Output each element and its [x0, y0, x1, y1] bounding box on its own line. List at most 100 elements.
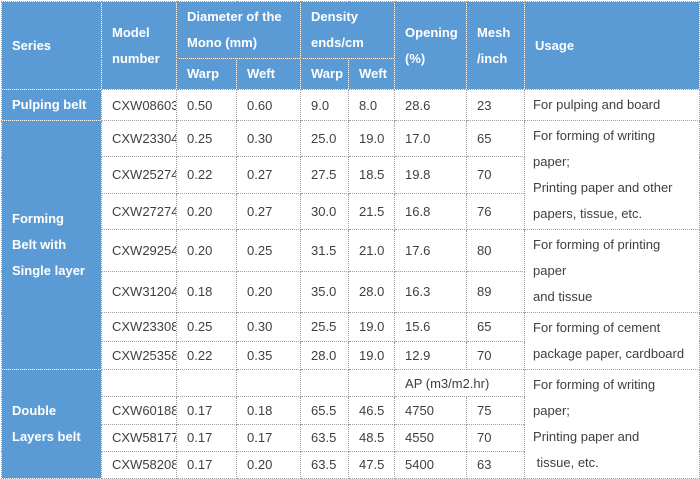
col-header-model-number: Model number — [101, 1, 177, 90]
table-row: CXW29254 0.20 0.25 31.5 21.0 17.6 80 For… — [2, 229, 700, 313]
col-header-density-weft: Weft — [348, 58, 396, 90]
mesh-cell: 75 — [466, 396, 526, 425]
diameter-weft-cell: 0.60 — [235, 89, 302, 121]
density-warp-cell: 27.5 — [300, 156, 350, 194]
diameter-weft-cell: 0.35 — [235, 340, 302, 370]
density-warp-cell: 28.0 — [300, 340, 350, 370]
table-row: CXW25274 0.22 0.27 27.5 18.5 19.8 70 — [2, 156, 700, 194]
empty-density-weft-cell — [348, 368, 396, 398]
mesh-cell: 76 — [466, 192, 526, 231]
table-row: Double Layers belt AP (m3/m2.hr) For for… — [1, 368, 700, 479]
opening-cell: 19.8 — [394, 156, 468, 194]
density-weft-cell: 19.0 — [348, 340, 396, 370]
mesh-cell: 80 — [466, 229, 526, 272]
col-header-opening: Opening (%) — [394, 1, 468, 90]
model-cell: CXW58208 — [101, 450, 177, 479]
density-weft-cell: 19.0 — [348, 312, 396, 342]
diameter-warp-cell: 0.22 — [176, 340, 237, 370]
model-cell: CXW23304 — [101, 119, 177, 158]
density-weft-cell: 48.5 — [348, 423, 396, 452]
diameter-weft-cell: 0.20 — [235, 270, 302, 313]
diameter-warp-cell: 0.17 — [176, 396, 237, 425]
diameter-warp-cell: 0.18 — [176, 270, 237, 313]
diameter-warp-cell: 0.17 — [176, 450, 237, 479]
mesh-cell: 65 — [466, 119, 526, 158]
usage-cell-cement: For forming of cement package paper, car… — [524, 312, 700, 370]
diameter-weft-cell: 0.30 — [235, 312, 302, 342]
usage-cell-double-layers: For forming of writing paper; Printing p… — [524, 369, 700, 479]
diameter-weft-cell: 0.27 — [235, 192, 302, 231]
density-weft-cell: 47.5 — [348, 450, 396, 479]
series-cell-forming-belt: Forming Belt with Single layer — [1, 120, 102, 370]
diameter-warp-cell: 0.22 — [176, 156, 237, 194]
table-row: CXW27274 0.20 0.27 30.0 21.5 16.8 76 — [2, 192, 700, 231]
model-cell: CXW60188 — [101, 396, 177, 425]
density-warp-cell: 25.0 — [300, 119, 350, 158]
density-warp-cell: 30.0 — [300, 192, 350, 231]
opening-cell: 4750 — [394, 396, 468, 425]
density-warp-cell: 63.5 — [300, 423, 350, 452]
density-weft-cell: 8.0 — [348, 89, 396, 121]
series-cell-double-layers-belt: Double Layers belt — [1, 369, 102, 479]
diameter-warp-cell: 0.50 — [176, 89, 237, 121]
table-row: CXW23308 0.25 0.30 25.5 19.0 15.6 65 For… — [2, 312, 700, 370]
density-weft-cell: 46.5 — [348, 396, 396, 425]
table-row: CXW31204 0.18 0.20 35.0 28.0 16.3 89 — [2, 270, 700, 313]
model-cell: CXW23308 — [101, 312, 177, 342]
model-cell: CXW58177 — [101, 423, 177, 452]
density-weft-cell: 19.0 — [348, 119, 396, 158]
mesh-cell: 70 — [466, 423, 526, 452]
col-header-diameter-weft: Weft — [235, 58, 302, 90]
mesh-cell: 70 — [466, 340, 526, 370]
diameter-weft-cell: 0.20 — [235, 450, 302, 479]
model-cell: CXW29254 — [101, 229, 177, 272]
opening-cell: 16.3 — [394, 270, 468, 313]
opening-cell: 28.6 — [394, 89, 468, 121]
col-header-series: Series — [1, 1, 102, 90]
diameter-warp-cell: 0.20 — [176, 229, 237, 272]
col-header-density-warp: Warp — [300, 58, 350, 90]
mesh-cell: 65 — [466, 312, 526, 342]
opening-cell: 15.6 — [394, 312, 468, 342]
mesh-cell: 89 — [466, 270, 526, 313]
diameter-weft-cell: 0.30 — [235, 119, 302, 158]
model-cell: CXW31204 — [101, 270, 177, 313]
opening-cell: 4550 — [394, 423, 468, 452]
usage-cell-pulping: For pulping and board — [524, 89, 700, 121]
diameter-warp-cell: 0.20 — [176, 192, 237, 231]
model-cell: CXW27274 — [101, 192, 177, 231]
density-weft-cell: 21.5 — [348, 192, 396, 231]
col-header-usage: Usage — [524, 1, 700, 90]
opening-cell: 17.0 — [394, 119, 468, 158]
ap-unit-cell: AP (m3/m2.hr) — [394, 368, 526, 398]
table-row: Forming Belt with Single layer CXW23304 … — [1, 119, 700, 370]
diameter-warp-cell: 0.25 — [176, 119, 237, 158]
col-header-mesh: Mesh /inch — [466, 1, 526, 90]
diameter-warp-cell: 0.17 — [176, 423, 237, 452]
diameter-weft-cell: 0.27 — [235, 156, 302, 194]
table-row: Pulping belt CXW08603 0.50 0.60 9.0 8.0 … — [1, 89, 700, 121]
opening-cell: 12.9 — [394, 340, 468, 370]
diameter-warp-cell: 0.25 — [176, 312, 237, 342]
col-header-density-group: Density ends/cm — [300, 1, 396, 59]
density-warp-cell: 35.0 — [300, 270, 350, 313]
table-row: CXW25358 0.22 0.35 28.0 19.0 12.9 70 — [2, 340, 700, 370]
density-warp-cell: 65.5 — [300, 396, 350, 425]
density-warp-cell: 63.5 — [300, 450, 350, 479]
diameter-weft-cell: 0.18 — [235, 396, 302, 425]
mesh-cell: 70 — [466, 156, 526, 194]
diameter-weft-cell: 0.17 — [235, 423, 302, 452]
density-warp-cell: 25.5 — [300, 312, 350, 342]
density-weft-cell: 28.0 — [348, 270, 396, 313]
model-cell: CXW08603 — [101, 89, 177, 121]
opening-cell: 5400 — [394, 450, 468, 479]
empty-diameter-warp-cell — [176, 368, 237, 398]
mesh-cell: 63 — [466, 450, 526, 479]
empty-model-cell — [101, 368, 177, 398]
opening-cell: 17.6 — [394, 229, 468, 272]
density-warp-cell: 31.5 — [300, 229, 350, 272]
usage-cell-printing-paper: For forming of printing paper and tissue — [524, 229, 700, 313]
empty-density-warp-cell — [300, 368, 350, 398]
